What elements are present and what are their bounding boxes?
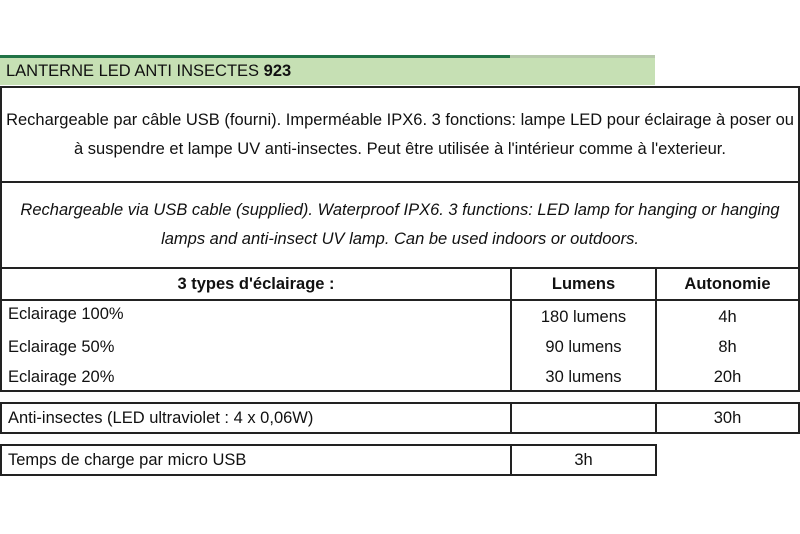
title-line [510,55,655,58]
anti-insect-lumens [510,402,657,434]
row-100-lumens: 180 lumens [540,307,627,326]
description-fr: Rechargeable par câble USB (fourni). Imp… [0,86,800,183]
row-50-autonomie: 8h [718,337,737,356]
row-20-autonomie: 20h [713,367,742,386]
title-text: LANTERNE LED ANTI INSECTES [6,62,260,80]
header-types: 3 types d'éclairage : [0,267,512,301]
charge-value: 3h [510,444,657,476]
title-number: 923 [263,62,292,80]
row-50-lumens: 90 lumens [545,337,622,356]
row-50-label: Eclairage 50% [8,337,115,356]
row-20-label: Eclairage 20% [8,367,115,386]
row-100-autonomie: 4h [718,307,737,326]
charge-label: Temps de charge par micro USB [0,444,512,476]
header-autonomie: Autonomie [655,267,800,301]
anti-insect-autonomie: 30h [655,402,800,434]
autonomie-column [655,299,800,392]
title-row: LANTERNE LED ANTI INSECTES 923 [0,55,655,85]
header-lumens: Lumens [510,267,657,301]
description-en: Rechargeable via USB cable (supplied). W… [0,181,800,269]
anti-insect-label: Anti-insectes (LED ultraviolet : 4 x 0,0… [0,402,512,434]
row-20-lumens: 30 lumens [545,367,622,386]
